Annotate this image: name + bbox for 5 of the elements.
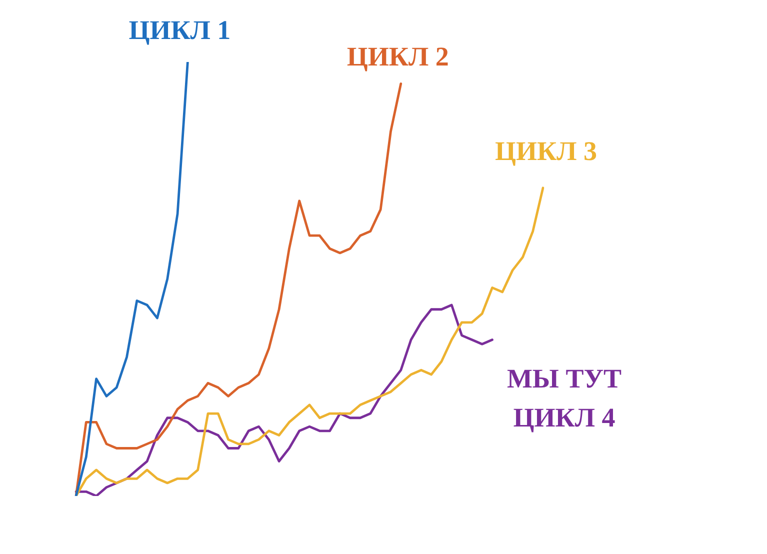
series-label: ЦИКЛ 1 <box>128 14 231 45</box>
text: ЦИКЛ 4 <box>513 402 616 433</box>
series-label: ЦИКЛ 2 <box>346 42 449 72</box>
annotation: МЫ ТУТ <box>506 364 622 394</box>
series-label: ЦИКЛ 3 <box>495 136 597 166</box>
